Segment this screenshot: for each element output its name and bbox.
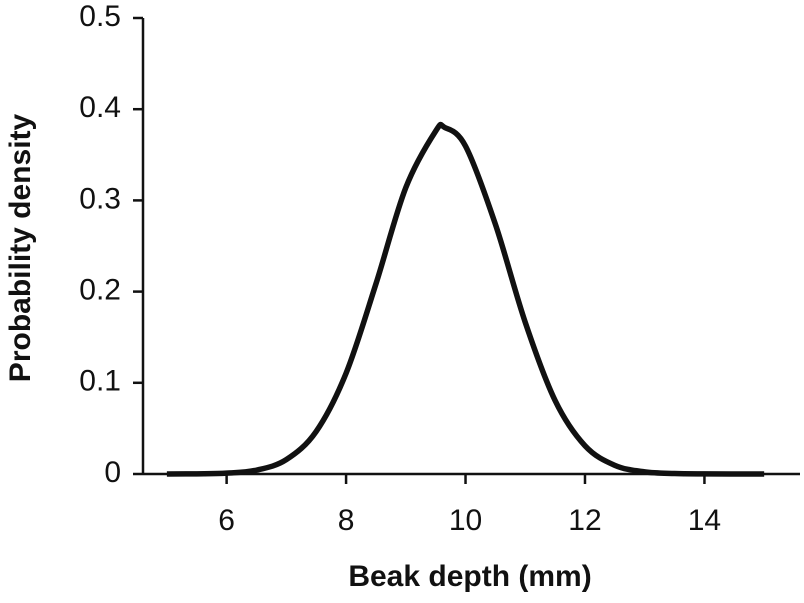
x-axis-title: Beak depth (mm) [348,560,591,593]
y-tick-label: 0.2 [79,274,121,307]
density-curve [166,121,765,477]
x-tick-label: 10 [449,504,482,537]
y-axis-title: Probability density [4,113,37,382]
x-tick-label: 8 [338,504,355,537]
y-tick-label: 0.4 [79,91,121,124]
y-tick-label: 0 [104,456,121,489]
y-tick-label: 0.3 [79,182,121,215]
x-tick-label: 12 [568,504,601,537]
y-tick-label: 0.1 [79,365,121,398]
y-tick-label: 0.5 [79,0,121,33]
x-tick-label: 6 [218,504,235,537]
x-tick-label: 14 [688,504,721,537]
